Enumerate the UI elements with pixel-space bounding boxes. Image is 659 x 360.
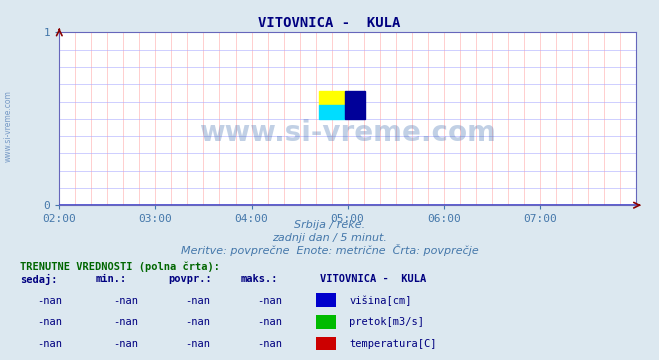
Text: www.si-vreme.com: www.si-vreme.com [3,90,13,162]
Text: Meritve: povprečne  Enote: metrične  Črta: povprečje: Meritve: povprečne Enote: metrične Črta:… [181,244,478,256]
Text: VITOVNICA -  KULA: VITOVNICA - KULA [258,16,401,30]
Text: min.:: min.: [96,274,127,284]
Text: -nan: -nan [113,339,138,349]
Text: -nan: -nan [258,317,283,327]
Text: maks.:: maks.: [241,274,278,284]
Text: -nan: -nan [113,296,138,306]
Text: -nan: -nan [37,317,62,327]
Text: povpr.:: povpr.: [168,274,212,284]
Text: -nan: -nan [113,317,138,327]
Bar [319,91,345,105]
Text: pretok[m3/s]: pretok[m3/s] [349,317,424,327]
Text: -nan: -nan [258,296,283,306]
Text: -nan: -nan [185,317,210,327]
Text: -nan: -nan [185,339,210,349]
Text: zadnji dan / 5 minut.: zadnji dan / 5 minut. [272,233,387,243]
Text: -nan: -nan [258,339,283,349]
Text: -nan: -nan [185,296,210,306]
Text: sedaj:: sedaj: [20,274,57,284]
Text: TRENUTNE VREDNOSTI (polna črta):: TRENUTNE VREDNOSTI (polna črta): [20,261,219,272]
Bar [345,91,366,119]
Bar [319,105,345,119]
Text: višina[cm]: višina[cm] [349,296,412,306]
Text: -nan: -nan [37,339,62,349]
Text: www.si-vreme.com: www.si-vreme.com [199,119,496,147]
Text: Srbija / reke.: Srbija / reke. [294,220,365,230]
Text: temperatura[C]: temperatura[C] [349,339,437,349]
Text: VITOVNICA -  KULA: VITOVNICA - KULA [320,274,426,284]
Text: -nan: -nan [37,296,62,306]
